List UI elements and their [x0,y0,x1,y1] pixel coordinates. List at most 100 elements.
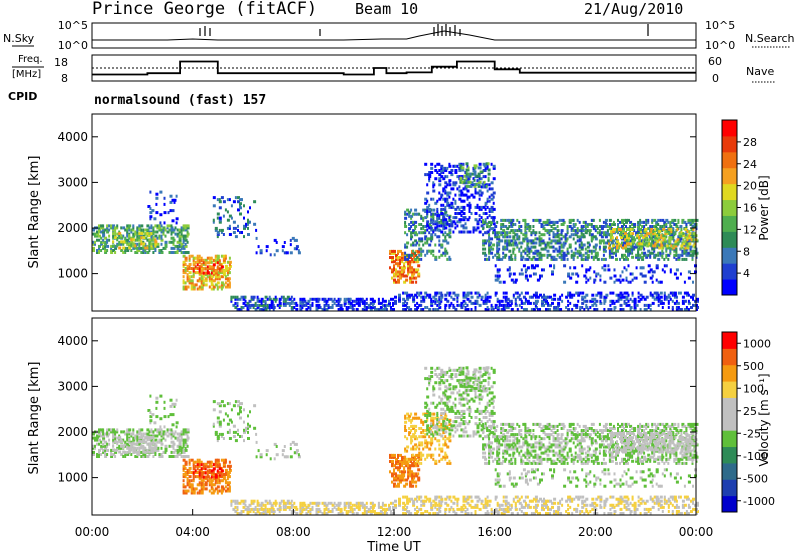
power-cell [524,237,528,241]
velocity-cell [254,505,257,509]
power-cell [624,246,627,250]
velocity-cell [200,479,204,483]
velocity-cell [232,507,236,511]
velocity-cell [259,453,263,457]
velocity-cell [198,463,201,467]
power-cell [690,238,693,242]
velocity-cell [126,432,129,436]
power-cell [670,230,673,234]
power-cell [371,306,375,309]
velocity-cell [357,507,361,511]
power-cell [422,299,426,303]
velocity-cell [409,474,413,478]
power-cell [126,230,129,234]
power-cell [651,301,655,305]
power-cell [273,253,276,257]
power-cell [646,244,650,248]
power-cell [228,233,232,236]
power-cell [514,243,518,247]
power-cell [417,268,420,272]
power-cell [448,162,451,166]
power-cell [305,301,309,305]
power-cell [432,216,435,220]
velocity-cell [164,432,167,436]
velocity-cell [136,450,140,454]
power-cell [403,280,407,284]
power-cell [192,267,195,271]
velocity-cell [138,432,141,436]
velocity-cell [202,485,205,489]
power-cell [417,256,420,259]
velocity-cell [299,505,302,509]
power-cell [504,295,508,299]
power-cell [635,253,638,257]
velocity-cell [150,436,154,440]
power-cell [413,268,416,272]
power-cell [477,166,481,170]
power-cell [594,235,597,239]
velocity-cell [216,477,220,481]
velocity-cell [412,453,415,457]
power-cell [204,271,208,275]
velocity-cell [210,491,214,495]
power-cell [136,234,139,238]
power-cell [526,239,530,243]
power-cell [385,303,389,307]
power-cell [479,180,482,184]
power-cell [530,264,534,268]
power-cell [450,295,453,299]
velocity-cell [305,505,309,509]
velocity-cell [241,435,243,438]
power-cell [514,301,517,305]
power-cell [611,299,615,303]
power-cell [303,299,307,303]
power-cell [470,295,474,299]
power-cell [299,301,302,305]
power-cell [625,295,629,299]
power-cell [428,223,432,226]
velocity-cell [224,458,227,462]
power-cell [566,247,569,251]
velocity-cell [247,414,249,418]
power-cell [114,244,118,248]
power-cell [477,182,480,186]
velocity-cell [164,438,167,442]
power-cell [216,261,219,265]
power-cell [562,235,566,239]
power-cell [234,295,237,299]
velocity-cell [339,507,343,511]
velocity-cell [262,510,265,513]
velocity-cell [395,466,397,470]
power-cell [290,295,293,299]
power-cell [270,303,274,307]
power-cell [393,268,396,272]
power-cell [685,249,688,253]
power-cell [355,301,359,305]
velocity-cell [164,444,168,448]
velocity-cell [408,416,411,420]
velocity-cell [243,439,245,443]
power-cell [641,229,645,233]
velocity-cell [401,458,404,461]
velocity-cell [347,501,351,505]
power-cell [415,260,419,264]
velocity-cell [390,512,392,515]
velocity-cell [289,455,293,459]
power-cell [482,247,485,251]
power-cell [122,246,126,250]
power-cell [623,291,627,295]
power-cell [146,244,150,248]
power-cell [422,208,426,212]
power-cell [585,280,588,284]
power-cell [104,240,108,244]
velocity-cell [156,428,160,432]
power-cell [208,258,212,262]
power-cell [572,225,576,228]
power-cell [212,196,216,200]
power-cell [446,183,449,187]
power-cell [465,168,468,172]
power-cell [542,239,545,243]
power-cell [484,239,487,243]
power-cell [426,199,429,203]
power-cell [599,295,603,299]
